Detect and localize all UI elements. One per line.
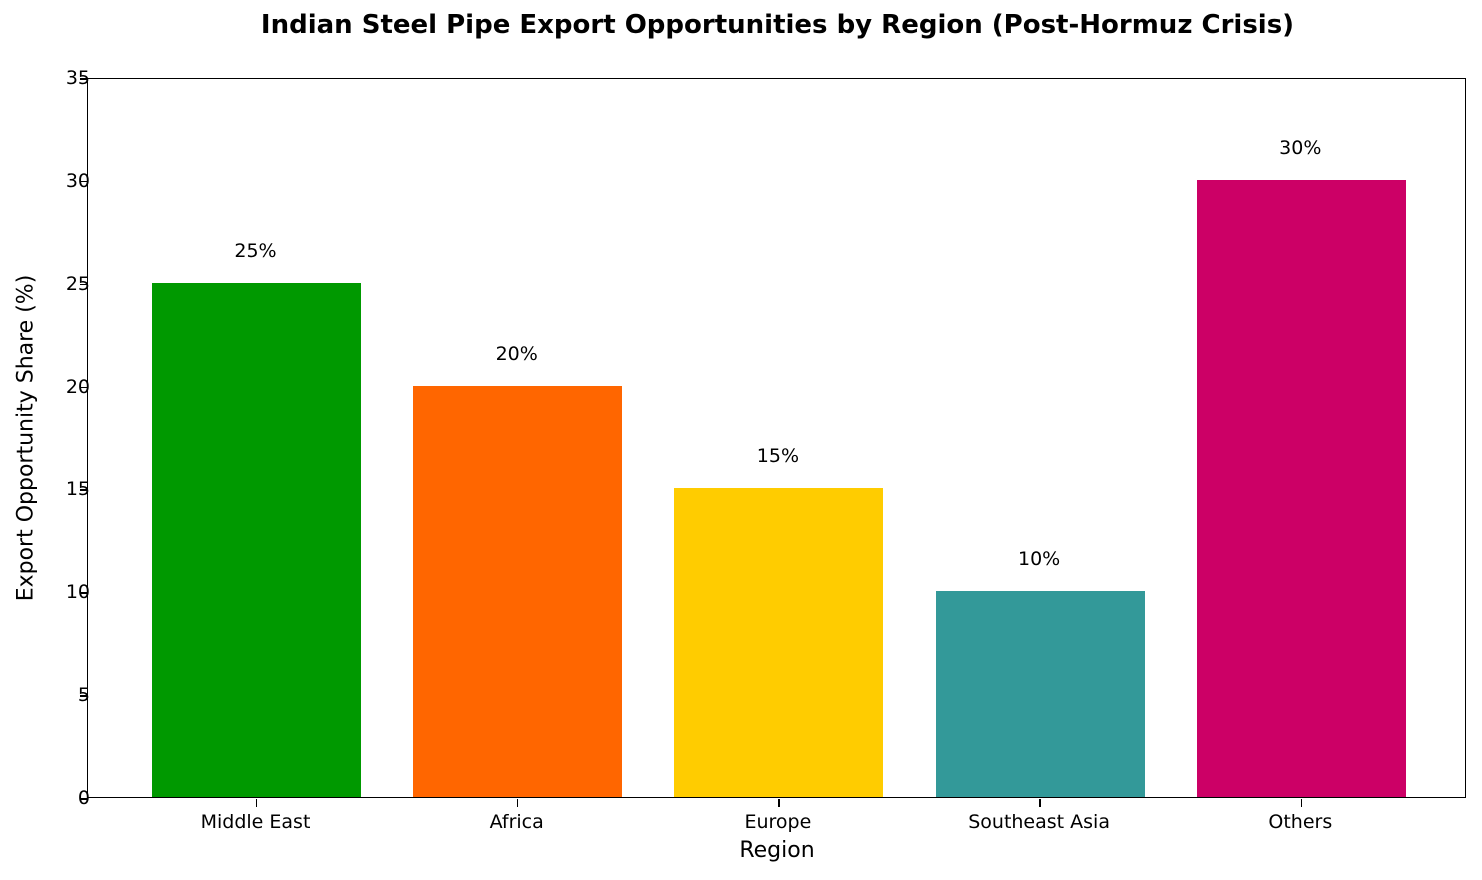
y-tick-label: 20 — [65, 375, 90, 398]
bar-southeast-asia — [935, 591, 1145, 797]
data-label: 10% — [1017, 548, 1061, 571]
y-tick-mark — [80, 489, 88, 492]
y-tick-mark — [80, 592, 88, 594]
y-tick-label: 25 — [65, 272, 90, 295]
y-tick-label: 30 — [65, 169, 90, 192]
x-tick-mark — [516, 799, 519, 807]
x-tick-mark — [255, 799, 258, 807]
y-tick-label: 10 — [65, 581, 90, 604]
plot-area — [80, 78, 1466, 807]
y-axis-title: Export Opportunity Share (%) — [13, 274, 39, 602]
data-label: 25% — [234, 239, 277, 262]
x-tick-label: Europe — [744, 811, 812, 833]
y-tick-mark — [80, 386, 88, 389]
x-tick-label: Middle East — [200, 811, 311, 833]
bar-africa — [413, 385, 623, 797]
data-label: 30% — [1279, 136, 1322, 159]
x-axis-title: Region — [739, 838, 815, 863]
bar-europe — [674, 488, 884, 797]
data-label: 15% — [756, 445, 800, 468]
x-tick-label: Southeast Asia — [968, 811, 1110, 833]
y-tick-mark — [80, 695, 88, 697]
bar-others — [1196, 179, 1406, 797]
chart-title: Indian Steel Pipe Export Opportunities b… — [260, 10, 1295, 40]
y-tick-label: 35 — [65, 67, 90, 89]
y-tick-mark — [80, 78, 88, 80]
x-tick-mark — [1039, 799, 1041, 807]
data-label: 20% — [495, 342, 538, 365]
bar-middle-east — [152, 282, 361, 797]
x-tick-label: Africa — [489, 811, 544, 833]
y-tick-label: 15 — [65, 478, 90, 501]
x-tick-label: Others — [1268, 811, 1333, 833]
x-tick-mark — [778, 799, 780, 807]
x-tick-mark — [1300, 799, 1303, 807]
y-tick-mark — [80, 283, 88, 286]
y-tick-mark — [80, 180, 88, 183]
y-tick-mark — [80, 798, 88, 800]
